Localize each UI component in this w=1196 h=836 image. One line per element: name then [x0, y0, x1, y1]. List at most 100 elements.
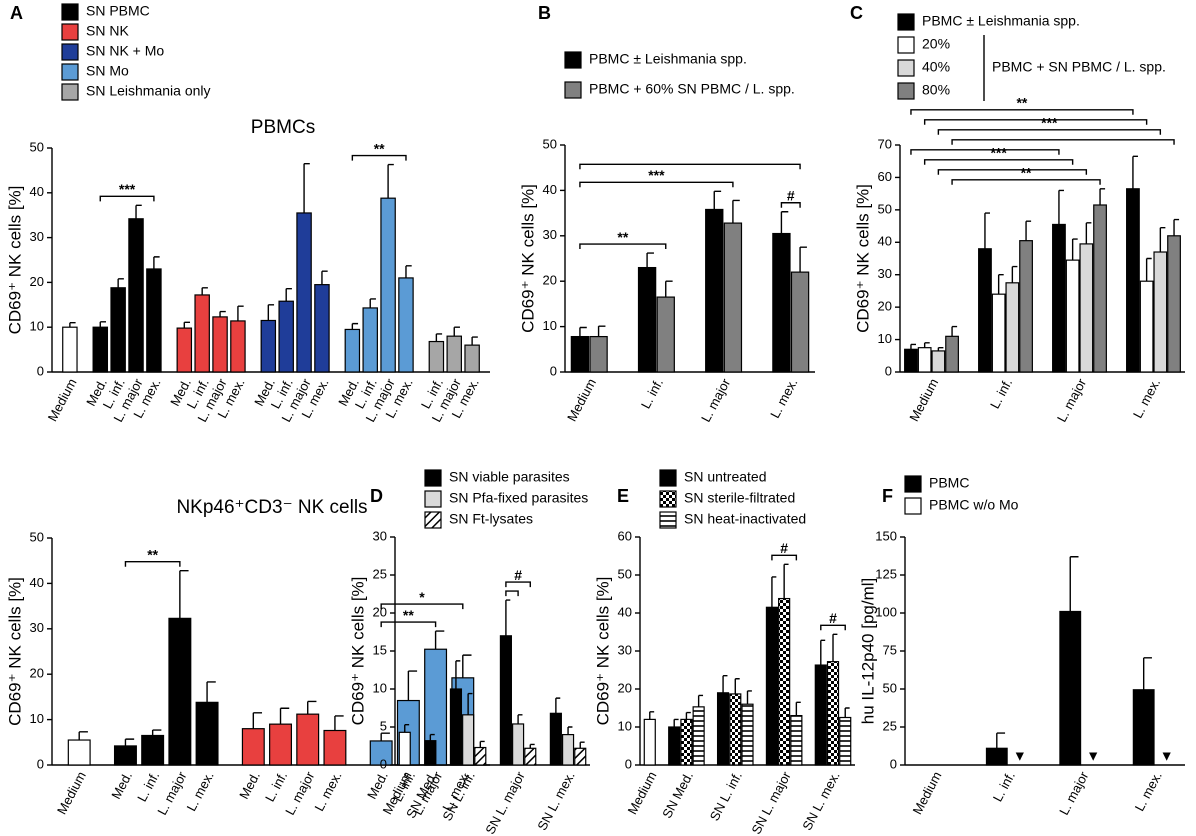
y-tick-label: 40: [30, 575, 44, 590]
significance-bracket: [124, 560, 181, 567]
error-bar: [746, 690, 752, 705]
y-tick-label: 100: [875, 604, 897, 619]
significance-label: #: [829, 610, 837, 626]
legend-label: PBMC: [929, 475, 969, 491]
bar: [146, 268, 162, 373]
error-bar: [579, 326, 587, 337]
bar: [344, 328, 361, 373]
bar: [574, 747, 587, 766]
significance-bracket: [505, 590, 519, 597]
error-bar: [646, 252, 654, 268]
error-bar: [923, 342, 930, 348]
y-tick-label: 20: [878, 299, 892, 314]
legend-label: 40%: [922, 59, 950, 75]
error-bar: [984, 212, 990, 249]
error-bar: [467, 692, 473, 715]
significance-bracket: [380, 621, 437, 628]
bar: [446, 335, 462, 373]
y-tick-label: 30: [373, 528, 387, 543]
error-bar: [555, 697, 561, 714]
significance-label: **: [147, 546, 158, 562]
bar: [398, 277, 414, 373]
error-bar: [783, 563, 789, 599]
legend-swatch: [904, 475, 922, 493]
bar: [113, 745, 137, 766]
y-tick-label: 40: [618, 604, 632, 619]
error-bar: [78, 731, 88, 741]
bar: [462, 714, 475, 766]
bar: [904, 348, 918, 373]
x-tick-label: L. major: [698, 375, 734, 424]
legend-label: SN untreated: [684, 469, 767, 485]
bar: [1005, 282, 1020, 373]
bar: [839, 716, 852, 766]
significance-label: ***: [990, 144, 1007, 160]
error-bar: [303, 162, 310, 213]
bar: [826, 661, 840, 766]
bar: [212, 316, 228, 373]
y-tick-label: 125: [875, 566, 897, 581]
bar: [1052, 223, 1066, 373]
error-bar: [387, 163, 394, 199]
legend-label: 20%: [922, 36, 950, 52]
error-bar: [434, 630, 445, 650]
y-tick-label: 75: [883, 642, 897, 657]
y-axis-label: CD69⁺ NK cells [%]: [853, 184, 872, 333]
error-bar: [407, 670, 418, 701]
bar: [230, 320, 246, 373]
bar: [92, 326, 109, 373]
significance-bracket: [351, 154, 407, 161]
bar: [765, 606, 779, 766]
significance-bracket: [951, 179, 1101, 185]
error-bar: [529, 743, 535, 749]
legend-label: PBMC w/o Mo: [929, 497, 1019, 513]
legend-label: PBMC ± Leishmania spp.: [922, 13, 1080, 29]
legend-swatch: [564, 81, 582, 99]
error-bar: [673, 718, 679, 727]
bar: [1093, 204, 1107, 373]
y-tick-label: 10: [373, 680, 387, 695]
y-tick-label: 20: [618, 680, 632, 695]
error-bar: [404, 724, 410, 733]
bar: [128, 218, 144, 373]
y-tick-label: 0: [380, 756, 387, 771]
bar: [589, 335, 608, 373]
bar: [668, 726, 681, 766]
bar: [278, 300, 294, 373]
error-bar: [567, 726, 573, 735]
significance-bracket: [780, 202, 801, 208]
legend-swatch: [424, 490, 442, 508]
error-bar: [996, 732, 1006, 749]
error-bar: [462, 654, 472, 678]
bar: [168, 617, 192, 766]
x-tick-label: SN L. major: [482, 768, 528, 836]
error-bar: [453, 326, 460, 337]
error-bar: [1085, 222, 1092, 244]
y-tick-label: 0: [890, 756, 897, 771]
y-tick-label: 30: [618, 642, 632, 657]
error-bar: [1132, 155, 1138, 189]
below-detection-marker: ▼: [1160, 748, 1174, 764]
y-tick-label: 0: [550, 363, 557, 378]
error-bar: [321, 270, 328, 285]
bar: [561, 733, 575, 766]
error-bar: [579, 741, 585, 749]
bar: [1079, 243, 1094, 373]
error-bar: [832, 633, 838, 662]
error-bar: [1145, 257, 1152, 282]
error-bar: [206, 681, 216, 703]
error-bar: [780, 211, 789, 234]
bar: [637, 266, 657, 373]
y-tick-label: 0: [625, 756, 632, 771]
legend-swatch: [897, 59, 915, 77]
error-bar: [69, 322, 76, 328]
significance-label: #: [780, 540, 788, 556]
legend-label: SN Leishmania only: [86, 83, 211, 99]
y-axis-label: CD69⁺ NK cells [%]: [593, 577, 612, 726]
legend-label: SN viable parasites: [449, 469, 570, 485]
legend-swatch: [61, 83, 79, 101]
bar: [1126, 188, 1140, 373]
bar: [778, 597, 791, 766]
bar: [1153, 251, 1168, 373]
